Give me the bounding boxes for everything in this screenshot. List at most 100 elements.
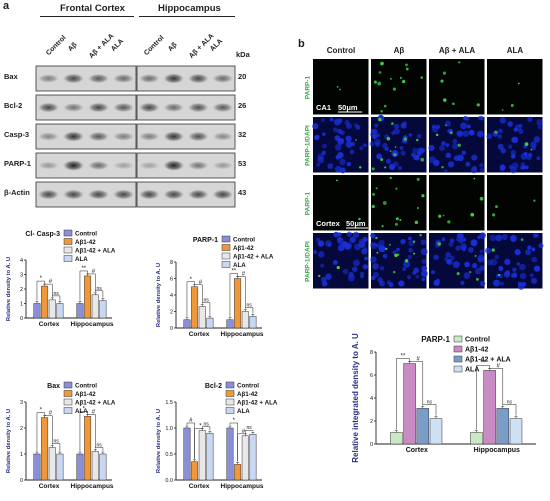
- y-tick-label: 8: [170, 260, 173, 266]
- parp1-signal: [456, 272, 460, 276]
- parp1-signal: [355, 139, 357, 141]
- sig-label: #: [49, 279, 53, 285]
- dapi-nucleus: [479, 232, 486, 239]
- bar: [33, 303, 41, 319]
- region-label-frontal-cortex: Frontal Cortex: [60, 3, 125, 14]
- sig-bracket: [36, 412, 45, 451]
- blot-band: [163, 160, 185, 171]
- dapi-nucleus: [477, 256, 485, 263]
- x-tick-label: Cortex: [39, 483, 60, 490]
- parp1-signal: [510, 104, 514, 107]
- parp1-signal: [498, 273, 501, 276]
- blot-band: [138, 102, 160, 113]
- bar: [56, 453, 64, 481]
- legend-label: Control: [75, 383, 97, 390]
- parp1-signal: [376, 251, 379, 254]
- dapi-nucleus: [497, 134, 502, 139]
- western-blot-images: [35, 65, 236, 208]
- dapi-nucleus: [337, 236, 343, 243]
- sig-label: ns: [96, 442, 102, 448]
- x-tick-label: Hippocampus: [221, 331, 264, 338]
- dapi-nucleus: [499, 166, 506, 172]
- sig-bracket: [44, 283, 53, 297]
- sig-label: *: [233, 418, 236, 424]
- blot-band: [112, 102, 135, 113]
- chart-parp1-if: PARP-1 0 2 4 6 8 Relative integrated density t…: [351, 333, 536, 463]
- blot-band: [163, 73, 185, 84]
- parp1-signal: [373, 80, 377, 84]
- blot-band: [138, 73, 160, 84]
- legend-label: Aβ1-42 + ALA: [237, 400, 278, 407]
- dapi-nucleus: [349, 149, 355, 155]
- parp1-signal: [469, 271, 472, 274]
- dapi-nucleus: [520, 152, 528, 160]
- bar: [198, 430, 206, 481]
- bar: [241, 435, 249, 481]
- y-tick-label: 2: [170, 310, 173, 316]
- dapi-nucleus: [464, 261, 470, 268]
- blot-band: [138, 189, 160, 200]
- bar: [183, 319, 191, 329]
- blot-band: [187, 161, 209, 170]
- sig-bracket: [52, 295, 61, 301]
- sig-bracket: [194, 427, 203, 459]
- dapi-nucleus: [510, 154, 516, 159]
- parp1-signal: [443, 98, 447, 102]
- parp1-signal: [530, 148, 533, 151]
- sig-bracket: [245, 307, 254, 314]
- sig-bracket: [202, 302, 211, 316]
- bar: [91, 451, 99, 481]
- dapi-nucleus: [334, 143, 342, 151]
- legend-label: ALA: [237, 408, 250, 415]
- legend-label: Control: [465, 337, 490, 344]
- dapi-nucleus: [479, 167, 485, 173]
- parp1-signal: [389, 176, 392, 180]
- bar: [234, 464, 242, 481]
- blot-band: [62, 160, 85, 171]
- dapi-nucleus: [388, 282, 394, 288]
- parp1-signal: [336, 265, 340, 270]
- parp1-signal: [402, 79, 406, 84]
- dapi-nucleus: [317, 153, 325, 160]
- dapi-nucleus: [325, 240, 332, 247]
- x-tick-label: Cortex: [39, 321, 60, 328]
- sig-bracket: [502, 404, 517, 416]
- dapi-nucleus: [458, 233, 464, 239]
- blot-band: [87, 189, 110, 200]
- sig-label: *: [199, 424, 202, 430]
- dapi-nucleus: [337, 152, 344, 159]
- blot-band: [187, 102, 209, 113]
- parp1-signal: [385, 247, 388, 250]
- dapi-nucleus: [499, 281, 504, 286]
- parp1-signal: [435, 133, 439, 137]
- scale-bar-label: 50μm: [346, 219, 366, 228]
- parp1-signal: [492, 213, 496, 217]
- micro-col-label: ALA: [506, 46, 524, 55]
- bar: [390, 432, 403, 445]
- parp1-signal: [394, 222, 398, 226]
- parp1-signal: [394, 253, 398, 258]
- dapi-nucleus: [449, 238, 455, 243]
- bar: [76, 453, 84, 481]
- region-underline-hippocampus: [139, 16, 235, 17]
- bar: [416, 408, 430, 445]
- legend-swatch: [63, 390, 73, 397]
- y-axis-label: Relative integrated density to A. U: [351, 333, 360, 463]
- sig-label: #: [417, 357, 421, 363]
- parp1-signal: [339, 88, 341, 91]
- dapi-nucleus: [531, 247, 536, 252]
- blot-band: [37, 189, 60, 200]
- parp1-signal: [403, 137, 408, 141]
- sig-label: *: [190, 277, 193, 283]
- legend-label: ALA: [75, 256, 88, 263]
- parp1-signal: [392, 87, 396, 91]
- dapi-nucleus: [378, 280, 386, 287]
- dapi-nucleus: [388, 163, 396, 171]
- parp1-signal: [371, 204, 375, 209]
- y-tick-label: 1.5: [165, 400, 173, 406]
- dapi-nucleus: [312, 123, 319, 130]
- dapi-nucleus: [527, 116, 533, 122]
- parp1-signal: [447, 220, 451, 224]
- dapi-nucleus: [479, 116, 484, 121]
- dapi-nucleus: [362, 236, 368, 243]
